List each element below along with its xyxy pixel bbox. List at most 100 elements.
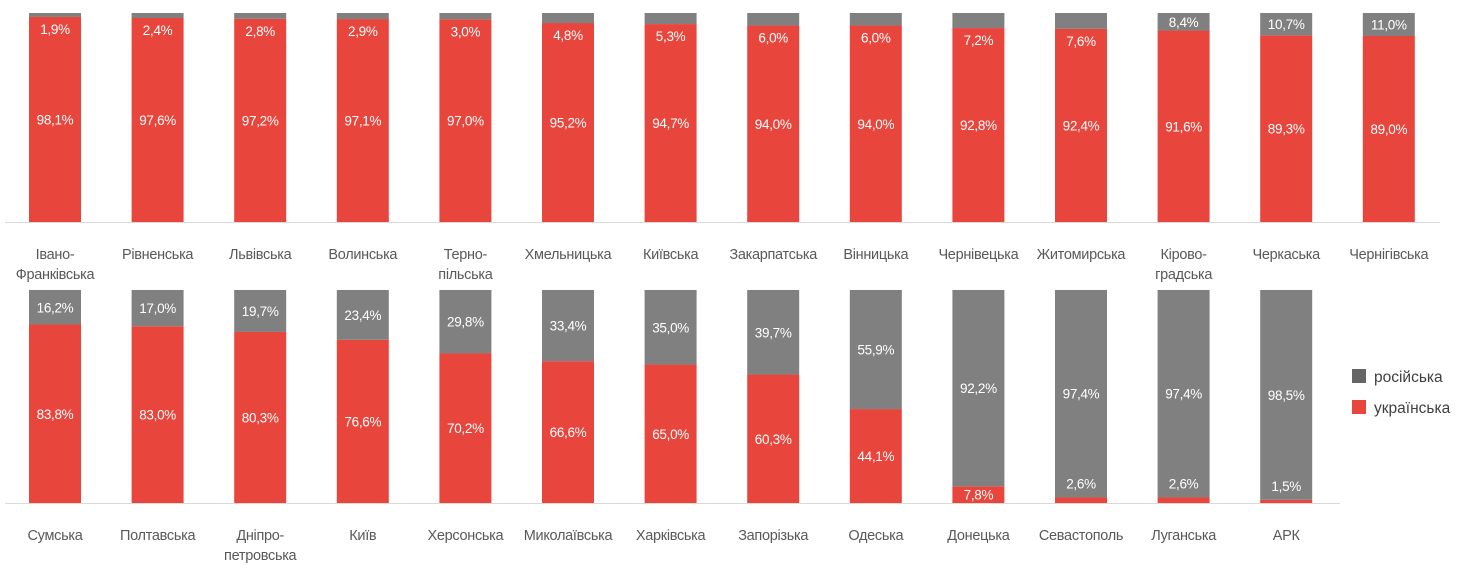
- bar-segment-ukrainian: [542, 361, 594, 503]
- bar-segment-ukrainian: [1157, 30, 1210, 222]
- legend: російська українська: [1352, 369, 1451, 417]
- category-label-line: Житомирська: [1037, 247, 1127, 263]
- data-label: 97,4%: [1165, 387, 1202, 402]
- legend-label-russian: російська: [1374, 369, 1443, 386]
- category-label-line: Львівська: [229, 247, 293, 263]
- bar-segment-ukrainian: [439, 353, 492, 503]
- data-label: 7,8%: [964, 488, 994, 503]
- bar-segment-russian: [439, 290, 492, 354]
- bar-segment-ukrainian: [1055, 497, 1107, 503]
- bar-segment-ukrainian: [1260, 499, 1313, 503]
- category-label: Харківська: [636, 528, 707, 544]
- data-label: 3,0%: [451, 24, 481, 39]
- category-label-line: Вінницька: [843, 247, 909, 263]
- data-label: 7,6%: [1066, 34, 1096, 49]
- data-label: 80,3%: [242, 410, 279, 425]
- data-label: 6,0%: [758, 31, 788, 46]
- data-label: 60,3%: [755, 432, 792, 447]
- bar-segment-ukrainian: [542, 23, 594, 223]
- data-label: 98,5%: [1268, 388, 1305, 403]
- data-label: 39,7%: [755, 325, 792, 340]
- data-label: 97,1%: [344, 114, 381, 129]
- data-label: 65,0%: [652, 427, 689, 442]
- bar-segment-russian: [439, 13, 492, 20]
- category-label: Львівська: [229, 247, 293, 263]
- data-label: 66,6%: [550, 425, 587, 440]
- category-label-line: Одеська: [848, 528, 904, 544]
- category-label: Кірово-градська: [1155, 247, 1213, 283]
- category-label-line: Харківська: [636, 528, 707, 544]
- bar-segment-ukrainian: [336, 339, 389, 503]
- bar-segment-russian: [336, 290, 389, 340]
- data-label: 97,4%: [1063, 387, 1100, 402]
- bar-segment-ukrainian: [234, 331, 287, 503]
- category-label-line: Полтавська: [120, 528, 196, 544]
- bar-segment-russian: [234, 13, 287, 19]
- data-label: 10,7%: [1268, 17, 1305, 32]
- category-label-line: Луганська: [1151, 528, 1217, 544]
- bar-segment-ukrainian: [336, 19, 389, 222]
- category-label-line: петровська: [224, 548, 298, 564]
- data-label: 94,0%: [755, 117, 792, 132]
- data-label: 92,4%: [1063, 118, 1100, 133]
- bar-segment-russian: [542, 13, 594, 24]
- category-label: Чернівецька: [938, 247, 1019, 263]
- bar-segment-russian: [1260, 13, 1313, 36]
- category-label-line: Рівненська: [122, 247, 194, 263]
- data-label: 97,6%: [139, 113, 176, 128]
- category-label-line: Київ: [349, 528, 377, 544]
- data-label: 29,8%: [447, 315, 484, 330]
- bar-segment-ukrainian: [952, 486, 1005, 503]
- bar-segment-russian: [131, 13, 184, 19]
- category-label: Хмельницька: [525, 247, 613, 263]
- bar-segment-russian: [542, 290, 594, 362]
- data-label: 95,2%: [550, 116, 587, 131]
- bar-segment-ukrainian: [747, 25, 800, 222]
- bar-segment-russian: [952, 13, 1005, 29]
- bar-segment-ukrainian: [747, 374, 800, 503]
- data-label: 6,0%: [861, 31, 891, 46]
- bar-segment-ukrainian: [1362, 35, 1415, 222]
- data-label: 89,0%: [1370, 122, 1407, 137]
- data-label: 33,4%: [550, 319, 587, 334]
- data-label: 94,0%: [857, 117, 894, 132]
- data-label: 92,2%: [960, 381, 997, 396]
- category-label: Київ: [349, 528, 377, 544]
- data-label: 1,5%: [1271, 479, 1301, 494]
- category-label-line: Севастополь: [1039, 528, 1123, 544]
- data-label: 7,2%: [964, 33, 994, 48]
- category-label-line: Франківська: [16, 267, 96, 283]
- data-label: 2,6%: [1066, 476, 1096, 491]
- category-label-line: Терно-: [444, 247, 488, 263]
- bar-segment-russian: [849, 13, 902, 26]
- category-label: Одеська: [848, 528, 904, 544]
- bar-segment-russian: [644, 13, 697, 25]
- category-label-line: пільська: [438, 267, 493, 283]
- data-label: 44,1%: [857, 449, 894, 464]
- data-label: 76,6%: [344, 414, 381, 429]
- data-label: 17,0%: [139, 301, 176, 316]
- data-label: 2,9%: [348, 24, 378, 39]
- data-label: 97,2%: [242, 113, 279, 128]
- bar-segment-ukrainian: [849, 25, 902, 222]
- category-label-line: градська: [1155, 267, 1213, 283]
- category-label-line: Чернігівська: [1349, 247, 1429, 263]
- data-label: 19,7%: [242, 304, 279, 319]
- data-label: 16,2%: [37, 300, 74, 315]
- data-label: 94,7%: [652, 116, 689, 131]
- bar-segment-ukrainian: [1260, 35, 1313, 222]
- category-label: Дніпро-петровська: [224, 528, 298, 564]
- bar-segment-ukrainian: [849, 409, 902, 503]
- data-label: 2,8%: [245, 24, 275, 39]
- category-label: Черкаська: [1253, 247, 1322, 263]
- bar-segment-russian: [747, 13, 800, 26]
- category-label: Луганська: [1151, 528, 1217, 544]
- category-label: Івано- Франківська: [16, 247, 96, 283]
- category-label: Терно-пільська: [438, 247, 493, 283]
- category-label: Херсонська: [427, 528, 504, 544]
- data-label: 35,0%: [652, 320, 689, 335]
- category-label-line: Запорізька: [738, 528, 809, 544]
- category-label: Закарпатська: [729, 247, 818, 263]
- category-label-line: Донецька: [947, 528, 1011, 544]
- legend-swatch-ukrainian: [1352, 400, 1366, 414]
